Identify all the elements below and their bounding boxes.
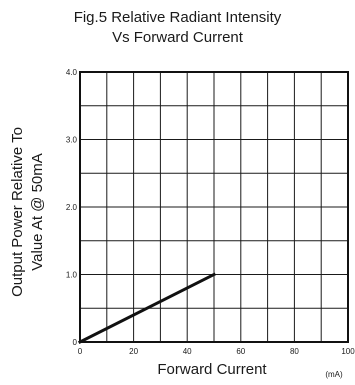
y-tick-label: 2.0 (66, 203, 78, 212)
plot-frame (79, 71, 349, 343)
x-tick-label: 0 (78, 347, 83, 356)
y-tick-label: 3.0 (66, 136, 78, 145)
x-axis-label: Forward Current (157, 361, 267, 378)
y-tick-label: 1.0 (66, 271, 78, 280)
y-tick-label: 0 (73, 338, 78, 347)
grid-lines (80, 72, 348, 342)
x-axis-unit: (mA) (325, 370, 343, 379)
series-lines (77, 272, 217, 345)
x-tick-label: 40 (183, 347, 192, 356)
x-tick-labels: 0 20 40 60 80 100 (78, 347, 355, 356)
y-tick-labels: 0 1.0 2.0 3.0 4.0 (66, 68, 78, 347)
x-tick-label: 80 (290, 347, 299, 356)
chart-title-block: Fig.5 Relative Radiant Intensity Vs Forw… (0, 8, 355, 48)
x-tick-label: 60 (236, 347, 245, 356)
x-tick-label: 100 (341, 347, 355, 356)
chart-title: Fig.5 Relative Radiant Intensity (73, 9, 282, 26)
y-axis-label: Output Power Relative To Value At @ 50mA (9, 127, 46, 297)
y-axis-label-line1: Output Power Relative To (9, 127, 26, 297)
chart-subtitle: Vs Forward Current (112, 29, 243, 46)
series-line-0 (77, 272, 217, 345)
y-tick-label: 4.0 (66, 68, 78, 77)
y-axis-label-line2: Value At @ 50mA (29, 153, 46, 271)
x-tick-label: 20 (129, 347, 138, 356)
